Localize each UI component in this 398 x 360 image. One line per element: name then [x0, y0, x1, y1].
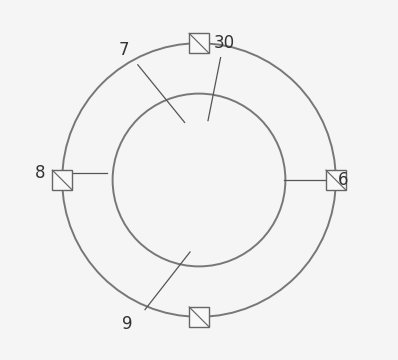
Text: 6: 6	[338, 171, 348, 189]
Bar	[52, 170, 72, 190]
Bar	[189, 33, 209, 53]
Text: 30: 30	[214, 34, 235, 52]
Text: 8: 8	[35, 164, 46, 182]
Bar	[189, 307, 209, 327]
Text: 7: 7	[118, 41, 129, 59]
Text: 9: 9	[122, 315, 132, 333]
Bar	[326, 170, 346, 190]
